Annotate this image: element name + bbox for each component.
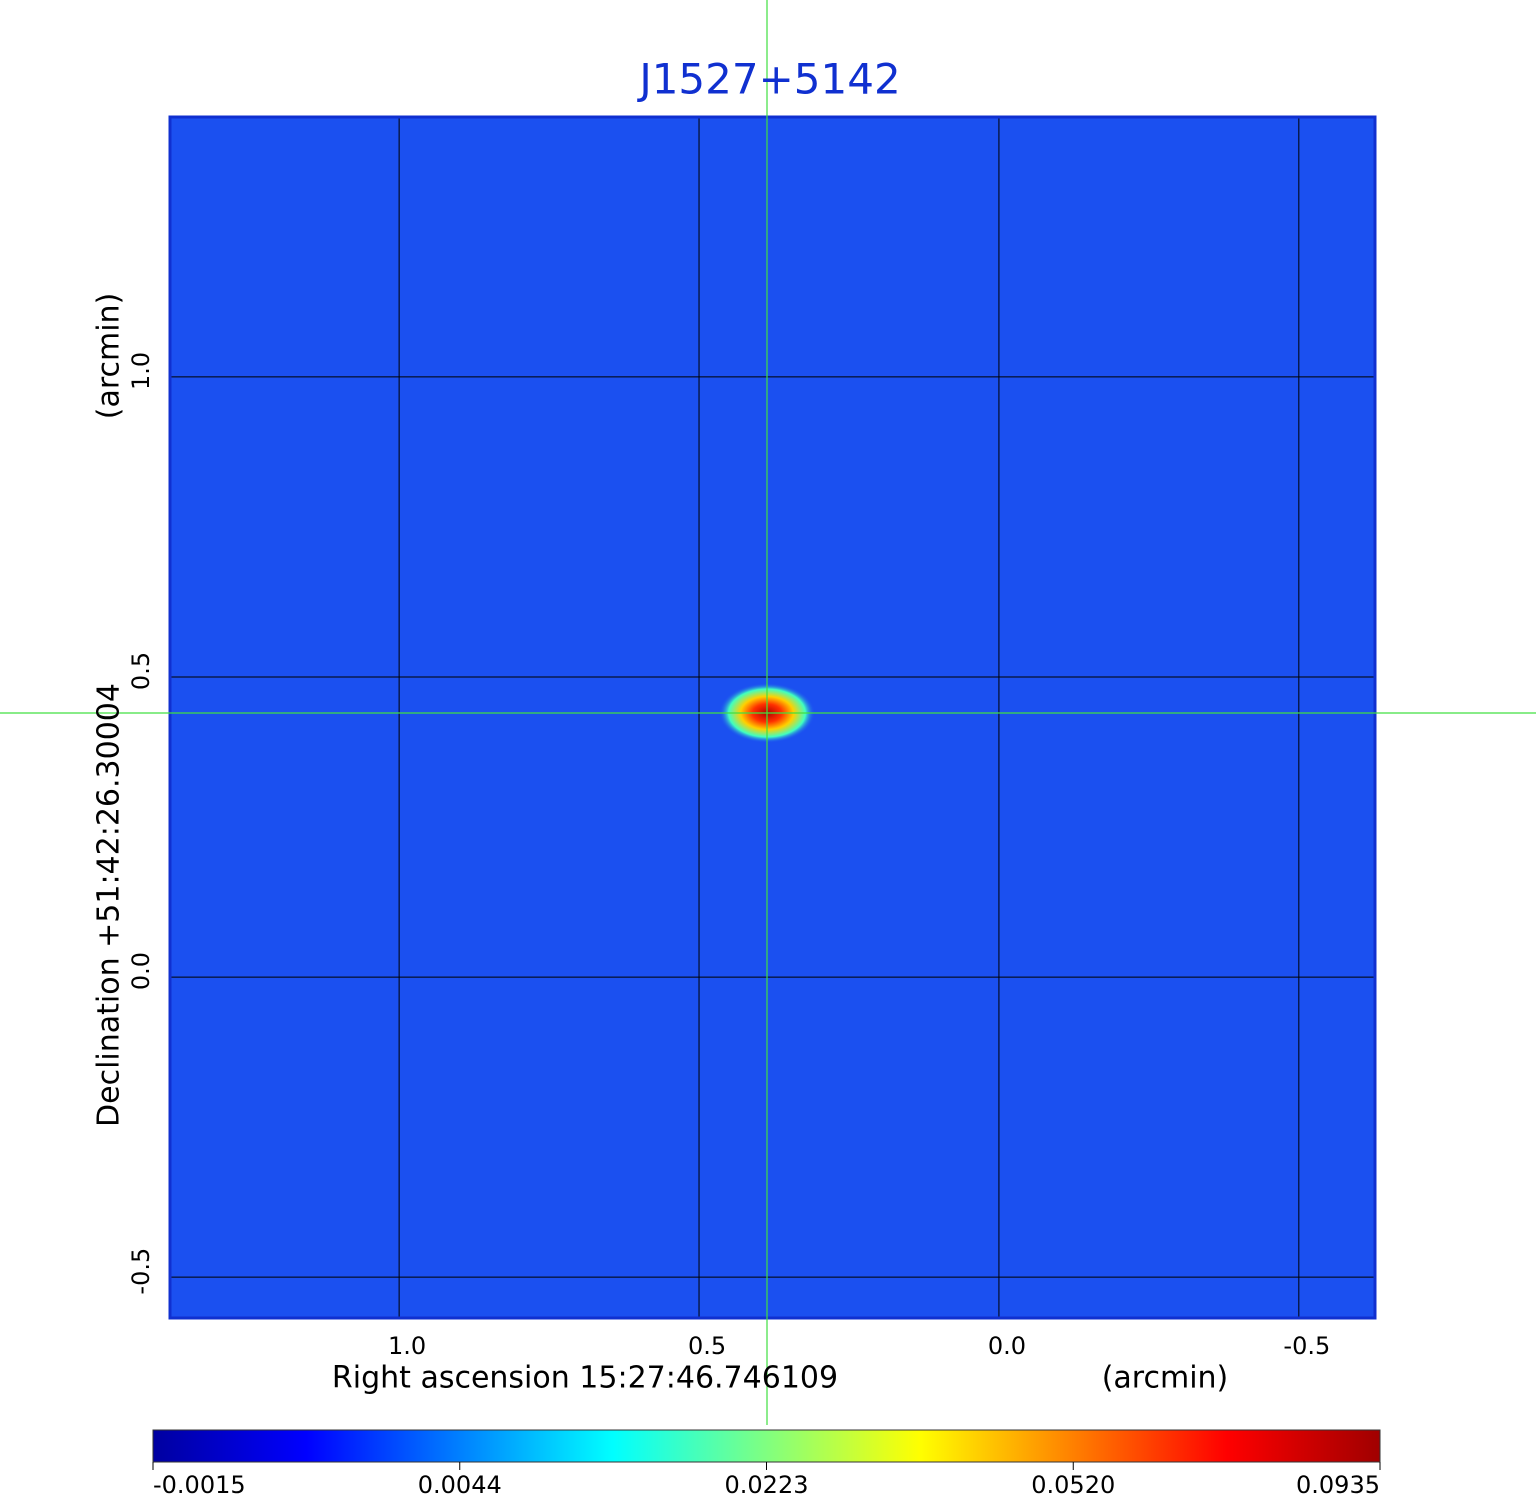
- colorbar-tick-label: 0.0044: [418, 1471, 502, 1499]
- y-axis-unit: (arcmin): [92, 293, 127, 420]
- colorbar: [152, 1429, 1381, 1463]
- y-axis-label: Declination +51:42:26.30004: [92, 683, 127, 1127]
- y-tick-label: 0.0: [127, 952, 155, 990]
- frame: [168, 115, 1377, 1320]
- x-axis-unit: (arcmin): [1102, 1361, 1229, 1396]
- chart-title: J1527+5142: [636, 55, 900, 104]
- y-tick-label: 0.5: [127, 652, 155, 690]
- colorbar-tick-label: 0.0520: [1031, 1471, 1115, 1499]
- x-axis-label: Right ascension 15:27:46.746109: [332, 1361, 838, 1396]
- y-tick-label: 1.0: [127, 352, 155, 390]
- x-tick-label: 0.0: [988, 1332, 1026, 1360]
- colorbar-tick-label: 0.0223: [725, 1471, 809, 1499]
- colorbar-tick-label: 0.0935: [1296, 1471, 1380, 1499]
- x-tick-label: -0.5: [1283, 1332, 1330, 1360]
- colorbar-tick-label: -0.0015: [153, 1471, 246, 1499]
- x-tick-label: 1.0: [388, 1332, 426, 1360]
- y-tick-label: -0.5: [127, 1248, 155, 1295]
- x-tick-label: 0.5: [688, 1332, 726, 1360]
